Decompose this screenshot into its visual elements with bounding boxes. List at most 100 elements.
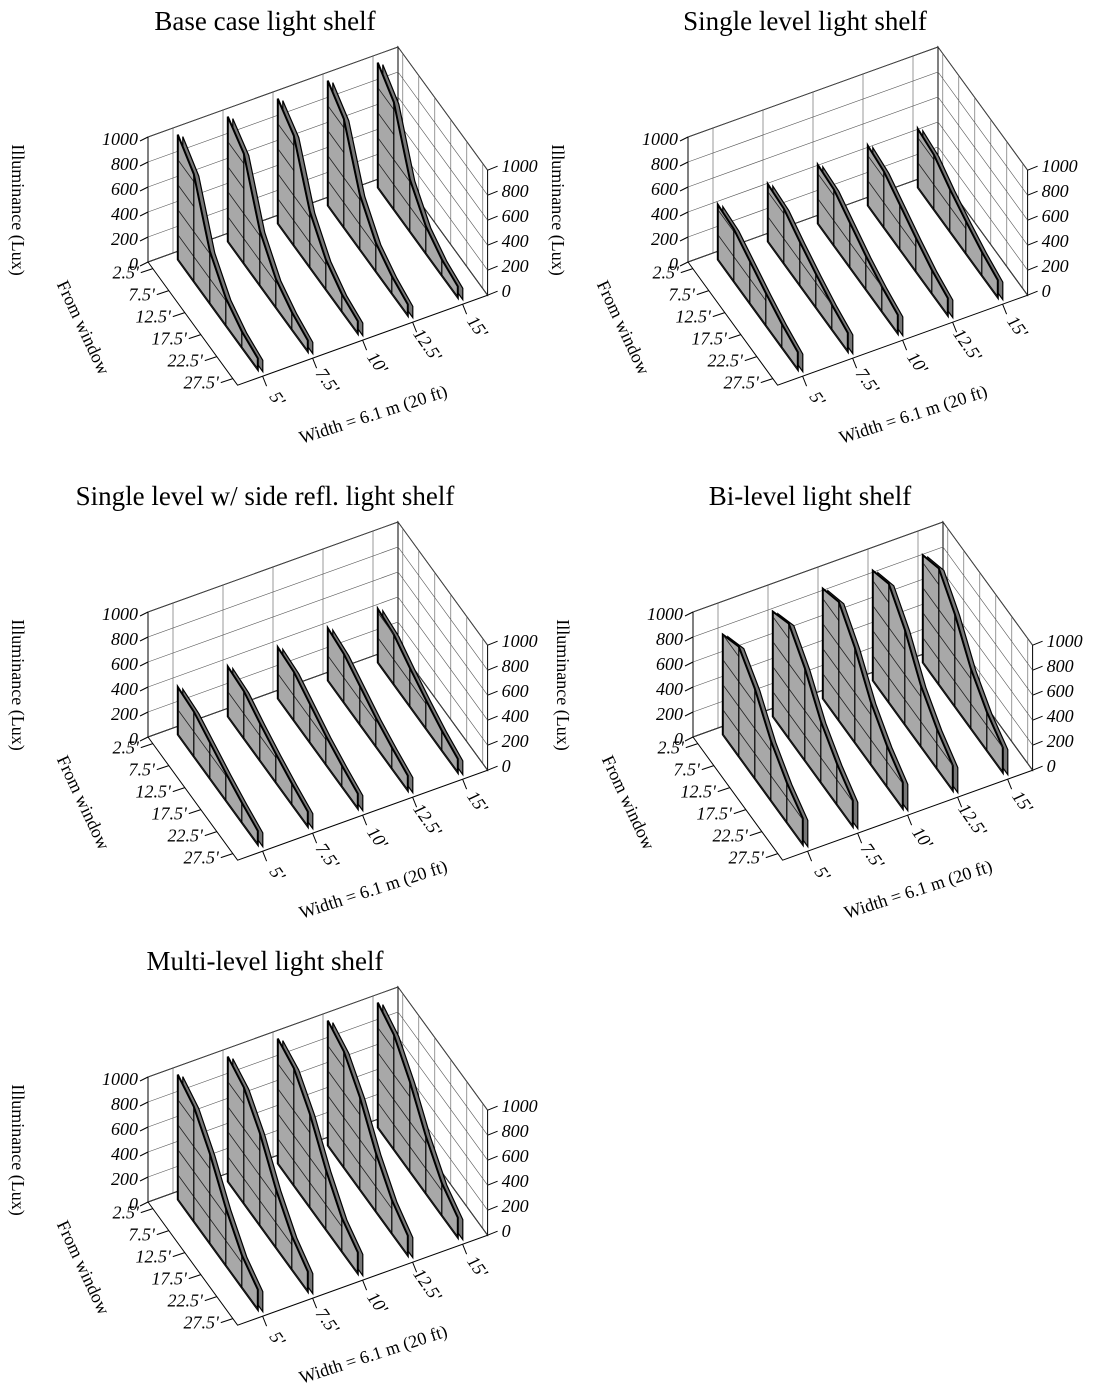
ribbon-grid <box>327 655 377 722</box>
tick-mark <box>1027 265 1038 271</box>
y-tick-label: 0 <box>502 281 511 301</box>
y-tick-label: 400 <box>502 1171 529 1191</box>
tick-mark <box>852 358 858 369</box>
depth-tick-label: 12.5' <box>675 307 712 327</box>
depth-tick-label: 7.5' <box>128 760 156 780</box>
ribbon-grid <box>377 87 395 110</box>
depth-tick-label: 7.5' <box>673 760 701 780</box>
tick-mark <box>717 787 730 793</box>
y-tick-label: 600 <box>111 654 138 674</box>
tick-mark <box>140 1208 153 1214</box>
y-tick-label: 1000 <box>502 631 538 651</box>
depth-tick-label: 27.5' <box>183 1313 220 1333</box>
tick-mark <box>462 779 468 790</box>
ribbon-grid <box>177 1149 227 1216</box>
tick-mark <box>139 1176 149 1182</box>
x-axis-label: Width = 6.1 m (20 ft) <box>837 381 990 449</box>
tick-mark <box>679 136 689 142</box>
depth-tick-label: 17.5' <box>691 329 728 349</box>
tick-mark <box>462 1244 468 1255</box>
depth-tick-label: 7.5' <box>128 285 156 305</box>
tick-mark <box>487 240 498 246</box>
x-tick-label: 7.5' <box>857 839 889 873</box>
y-tick-label: 1000 <box>1047 631 1083 651</box>
y-tick-label: 1000 <box>502 1096 538 1116</box>
ribbon-grid <box>722 684 772 751</box>
x-tick-label: 5' <box>806 388 830 411</box>
ribbon-grid <box>327 680 409 791</box>
x-tick-label: 12.5' <box>409 325 446 366</box>
y-tick-label: 0 <box>1042 281 1051 301</box>
y-axis-label: Illuminance (Lux) <box>552 619 573 750</box>
ribbon-grid <box>277 123 295 146</box>
depth-tick-label: 22.5' <box>712 826 749 846</box>
ribbon-grid <box>377 112 395 135</box>
depth-tick-label: 2.5' <box>112 263 140 283</box>
ribbon-grid <box>377 662 459 773</box>
ribbon-grid <box>822 598 840 621</box>
x-tick-label: 10' <box>903 348 933 378</box>
ribbon-grid <box>327 130 345 153</box>
y-tick-label: 800 <box>651 154 678 174</box>
tick-mark <box>487 740 498 746</box>
ribbon-grid <box>227 1131 277 1198</box>
y-tick-label: 0 <box>669 254 678 274</box>
x-tick-label: 15' <box>463 312 493 342</box>
depth-tick-label: 7.5' <box>668 285 696 305</box>
depth-tick-label: 22.5' <box>167 1291 204 1311</box>
tick-mark <box>857 833 863 844</box>
y-tick-label: 1000 <box>102 1069 138 1089</box>
tick-mark <box>487 665 498 671</box>
ribbon-grid <box>177 709 227 776</box>
tick-mark <box>807 851 813 862</box>
tick-mark <box>1032 740 1043 746</box>
ribbon-grid <box>767 191 785 214</box>
tick-mark <box>188 809 201 815</box>
tick-mark <box>139 736 149 742</box>
x-tick-label: 10' <box>908 823 938 853</box>
x-tick-label: 5' <box>266 388 290 411</box>
ribbon-grid <box>377 637 427 704</box>
tick-mark <box>679 161 689 167</box>
tick-mark <box>139 611 149 617</box>
ribbon-grid <box>227 691 277 758</box>
y-tick-label: 200 <box>502 1196 529 1216</box>
grid-line <box>147 521 488 646</box>
y-tick-label: 400 <box>111 1144 138 1164</box>
ribbon-grid <box>277 198 327 265</box>
x-tick-label: 5' <box>266 1328 290 1351</box>
tick-mark <box>487 265 498 271</box>
ribbon-grid <box>277 1063 295 1086</box>
grid-line <box>687 71 1028 196</box>
ribbon-grid <box>177 1199 259 1310</box>
y-tick-label: 800 <box>1042 181 1069 201</box>
chart-title: Bi-level light shelf <box>709 481 911 511</box>
ribbon-grid <box>227 166 245 189</box>
tick-mark <box>679 261 689 267</box>
ribbon-grid <box>872 680 954 791</box>
ribbon-grid <box>277 148 295 171</box>
tick-mark <box>701 765 714 771</box>
y-tick-label: 800 <box>1047 656 1074 676</box>
ribbon-grid <box>277 698 359 809</box>
y-tick-label: 400 <box>502 706 529 726</box>
ribbon-grid <box>872 655 954 766</box>
tick-mark <box>204 356 217 362</box>
y-tick-label: 800 <box>111 154 138 174</box>
depth-tick-label: 2.5' <box>112 1203 140 1223</box>
tick-mark <box>487 1205 498 1211</box>
tick-mark <box>220 853 233 859</box>
tick-mark <box>1027 215 1038 221</box>
tick-mark <box>712 312 725 318</box>
depth-axis-label: From window <box>53 1217 114 1317</box>
x-tick-label: 7.5' <box>312 839 344 873</box>
ribbon-grid <box>922 637 1004 748</box>
y-tick-label: 200 <box>656 704 683 724</box>
ribbon-grid <box>377 1027 395 1050</box>
ribbon-grid <box>277 223 359 334</box>
grid-line <box>692 521 1033 646</box>
tick-mark <box>684 736 694 742</box>
tick-mark <box>684 661 694 667</box>
y-tick-label: 800 <box>111 629 138 649</box>
tick-mark <box>1032 690 1043 696</box>
